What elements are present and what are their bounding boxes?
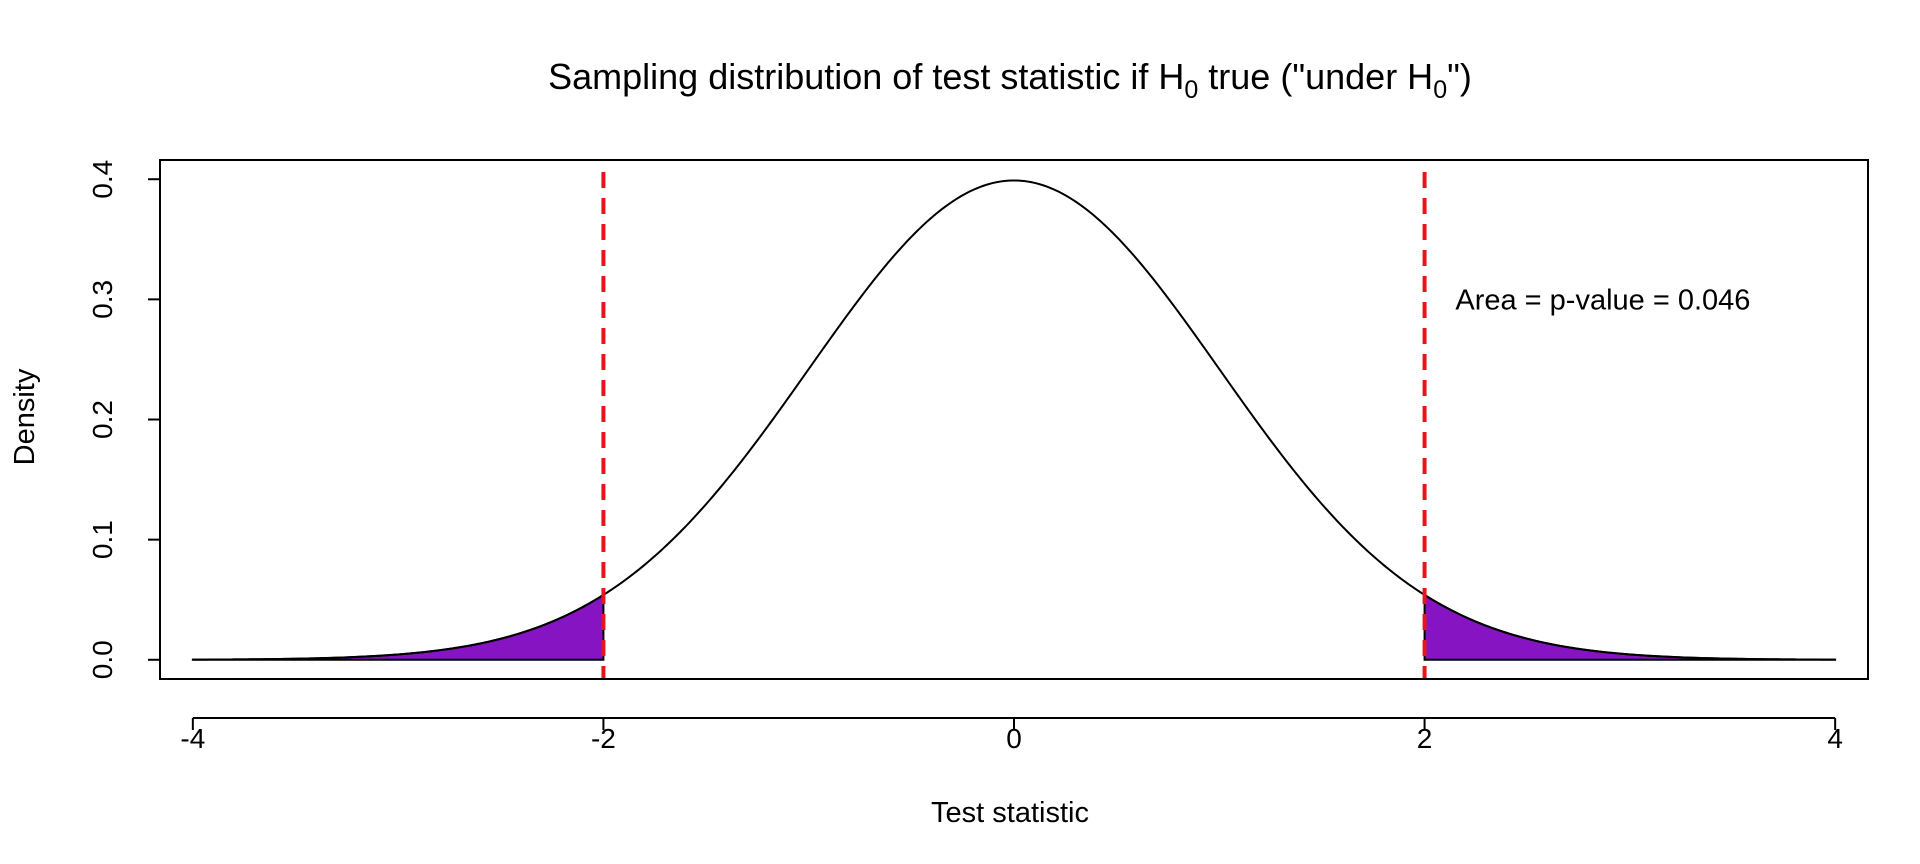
- p-value-annotation: Area = p-value = 0.046: [1455, 284, 1750, 316]
- x-tick-label: 4: [1827, 723, 1843, 754]
- y-tick-label: 0.2: [87, 400, 118, 439]
- x-axis-title: Test statistic: [931, 797, 1089, 829]
- y-tick-label: 0.3: [87, 280, 118, 319]
- y-tick-label: 0.1: [87, 520, 118, 559]
- x-tick-label: 2: [1417, 723, 1433, 754]
- y-axis-title: Density: [9, 368, 41, 465]
- shaded-tail-left: [191, 593, 605, 661]
- plot-area: -4 -2 0 2 4 0.0 0.1 0.2 0.3 0.4: [87, 159, 1869, 754]
- x-tick-label: -4: [180, 723, 205, 754]
- y-tick-label: 0.0: [87, 640, 118, 679]
- density-curve: [192, 179, 1836, 661]
- chart-title: Sampling distribution of test statistic …: [548, 56, 1472, 104]
- plot-frame: [159, 159, 1869, 680]
- shaded-tail-right: [1423, 593, 1837, 661]
- x-tick-label: -2: [591, 723, 616, 754]
- x-tick-label: 0: [1006, 723, 1022, 754]
- y-tick-label: 0.4: [87, 160, 118, 199]
